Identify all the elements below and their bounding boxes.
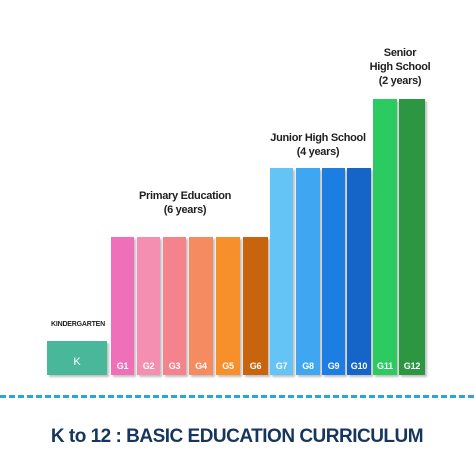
- group-junior-line-1: Junior High School: [270, 132, 366, 144]
- kindergarten-label: KINDERGARTEN: [51, 321, 105, 328]
- grade-bar-label: G8: [302, 361, 314, 371]
- group-label-junior-high: Junior High School (4 years): [262, 131, 374, 159]
- grade-bar-label: G10: [350, 361, 368, 371]
- grade-bar-label: G11: [377, 361, 393, 371]
- group-senior-line-1: Senior: [383, 47, 417, 59]
- grade-bar-g11: G11: [373, 99, 397, 375]
- grade-bar-g7: G7: [270, 168, 293, 375]
- group-junior-line-2: (4 years): [296, 146, 340, 158]
- grade-bar-g10: G10: [347, 168, 371, 375]
- group-label-primary: Primary Education (6 years): [130, 189, 240, 217]
- page-title: K to 12 : BASIC EDUCATION CURRICULUM: [50, 426, 424, 447]
- grade-bar-label: G6: [249, 361, 262, 371]
- grade-bar-g12: G12: [399, 99, 425, 375]
- grade-bar-g6: G6: [243, 237, 268, 375]
- grade-bar-label: G2: [142, 361, 155, 371]
- group-senior-line-3: (2 years): [378, 75, 422, 87]
- grade-bar-g2: G2: [137, 237, 160, 375]
- grade-bar-g9: G9: [322, 168, 345, 375]
- grade-bar-g3: G3: [163, 237, 186, 375]
- grade-bar-label: G3: [168, 361, 181, 371]
- grade-bar-label: G7: [275, 361, 288, 371]
- grade-bar-label: G12: [403, 361, 421, 371]
- grade-bar-label: G5: [222, 361, 234, 371]
- group-senior-line-2: High School: [369, 61, 431, 73]
- grade-bar-label: G4: [195, 361, 207, 371]
- dashed-divider: [0, 395, 474, 398]
- grade-bar-g8: G8: [296, 168, 320, 375]
- grade-bar-k: K: [47, 340, 107, 375]
- group-label-senior-high: Senior High School (2 years): [355, 46, 445, 88]
- group-primary-line-1: Primary Education: [138, 190, 232, 202]
- grade-bar-label: G1: [116, 361, 129, 371]
- grade-bar-g1: G1: [111, 237, 134, 375]
- grade-bar-label: G9: [327, 361, 340, 371]
- grade-bar-label: K: [73, 356, 81, 368]
- grade-bar-g4: G4: [189, 237, 213, 375]
- grade-bar-g5: G5: [216, 237, 240, 375]
- group-primary-line-2: (6 years): [163, 204, 207, 216]
